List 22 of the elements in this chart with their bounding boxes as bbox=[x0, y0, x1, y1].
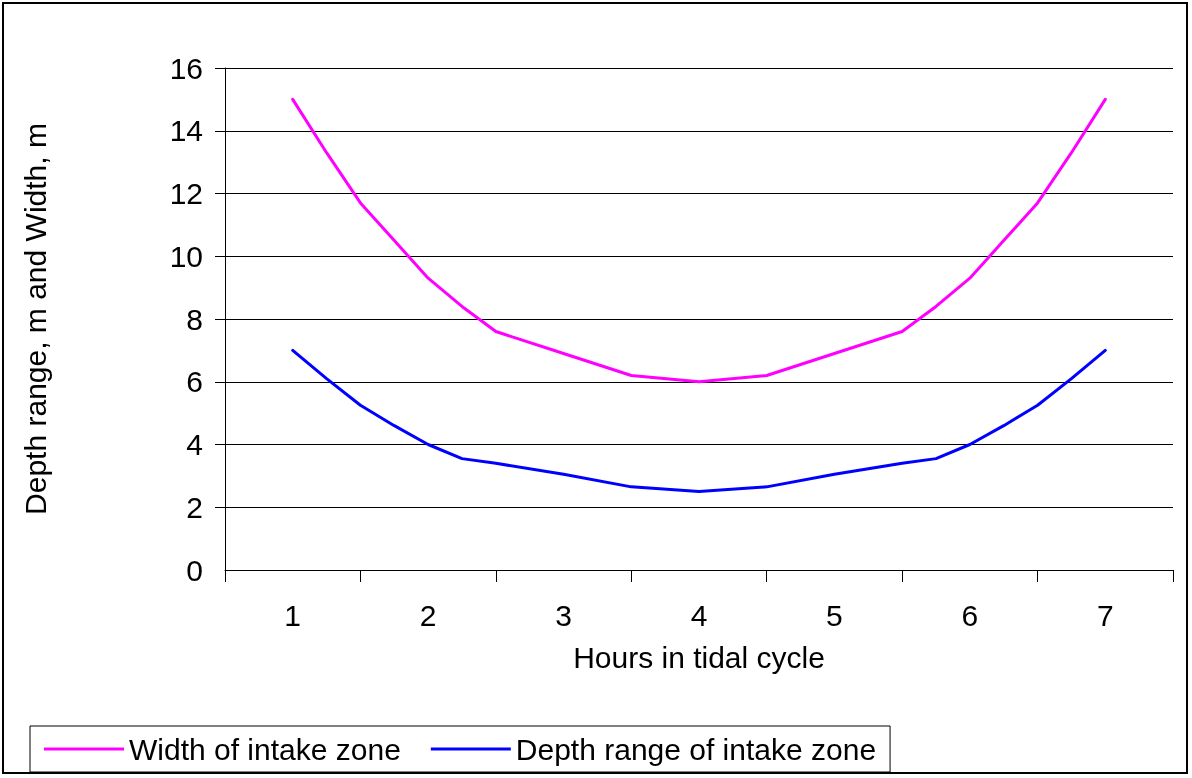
legend-label: Width of intake zone bbox=[129, 732, 401, 766]
y-tick-label: 16 bbox=[169, 51, 203, 85]
y-tick-label: 2 bbox=[186, 490, 203, 524]
y-tick-label: 6 bbox=[186, 365, 203, 399]
x-tick-label: 6 bbox=[961, 598, 979, 632]
x-tick-label: 2 bbox=[419, 598, 437, 632]
x-tick-label: 1 bbox=[284, 598, 302, 632]
y-tick-label: 8 bbox=[186, 302, 203, 336]
x-tick-label: 3 bbox=[555, 598, 572, 632]
x-tick-label: 5 bbox=[826, 598, 843, 632]
y-axis-title: Depth range, m and Width, m bbox=[18, 123, 52, 515]
line-series bbox=[291, 97, 1107, 384]
y-tick-label: 14 bbox=[169, 114, 203, 148]
x-tick-label: 7 bbox=[1096, 598, 1114, 632]
x-tick-label: 4 bbox=[690, 598, 708, 632]
y-tick-label: 4 bbox=[186, 428, 203, 461]
y-tick-label: 10 bbox=[169, 239, 203, 273]
y-tick-label: 12 bbox=[169, 177, 203, 210]
line-series bbox=[291, 348, 1107, 494]
x-axis-title: Hours in tidal cycle bbox=[573, 640, 825, 674]
legend-label: Depth range of intake zone bbox=[515, 732, 877, 766]
y-tick-label: 0 bbox=[186, 553, 203, 587]
